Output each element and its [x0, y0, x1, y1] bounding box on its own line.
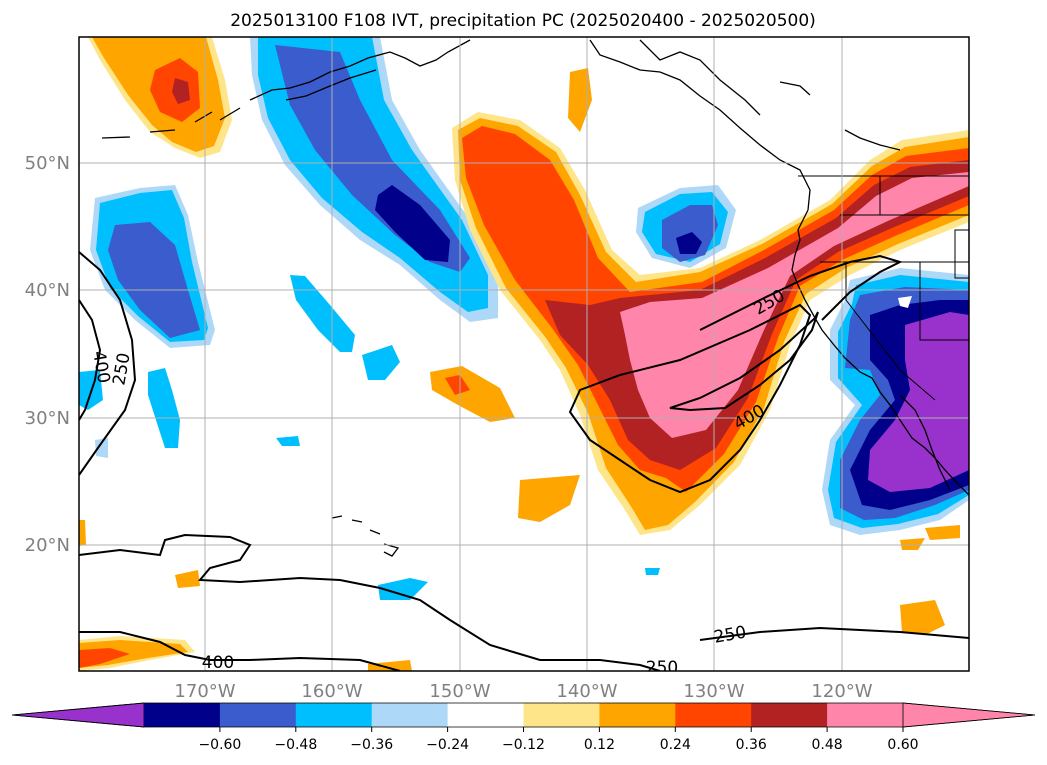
lat-label-20n: 20°N [25, 535, 70, 556]
colorbar-extend-high [902, 702, 1036, 728]
colorbar-extend-low [11, 702, 145, 728]
contour-label-400-south: 400 [202, 653, 234, 673]
colorbar-segment [751, 703, 828, 727]
colorbar-tick-label: −0.24 [426, 737, 469, 753]
colorbar-segment [371, 703, 449, 727]
small-positive-blob-7 [175, 570, 200, 588]
small-negative-blob-6 [95, 438, 108, 458]
colorbar-tick-label: −0.36 [350, 737, 393, 753]
colorbar-tick-label: −0.12 [502, 737, 545, 753]
small-positive-blob-5 [900, 538, 925, 550]
map-frame [78, 36, 970, 672]
colorbar-segment [599, 703, 676, 727]
small-positive-blob-8 [79, 520, 86, 546]
latitude-labels: 50°N 40°N 30°N 20°N [25, 153, 70, 556]
colorbar-segment [675, 703, 752, 727]
small-negative-blob-8 [645, 568, 660, 575]
gridlines [79, 37, 969, 671]
small-negative-blob-4 [362, 345, 400, 380]
contour-label-250-bottom: 250 [646, 658, 678, 678]
lon-label-140w: 140°W [556, 681, 617, 702]
northwest-negative-band [250, 37, 498, 322]
coastlines [101, 39, 969, 557]
small-positive-blob-6 [925, 525, 960, 540]
small-negative-blob-2 [148, 368, 180, 448]
map-area: 250 400 250 400 250 400 250 [79, 37, 969, 678]
political-borders [798, 175, 969, 401]
longitude-labels: 170°W 160°W 150°W 140°W 130°W 120°W [174, 681, 872, 702]
small-positive-blob-1 [568, 68, 592, 132]
colorbar-tick-label: 0.60 [887, 737, 918, 753]
west-negative-blob [90, 185, 215, 348]
small-positive-blob-9 [368, 660, 412, 671]
lon-label-150w: 150°W [429, 681, 490, 702]
figure-title: 2025013100 F108 IVT, precipitation PC (2… [230, 11, 816, 31]
colorbar-segment [523, 703, 600, 727]
small-positive-blob-3 [518, 475, 580, 522]
colorbar-tick-label: −0.48 [274, 737, 317, 753]
colorbar-segment [447, 703, 524, 727]
colorbar-tick-label: 0.48 [812, 737, 843, 753]
ivt-contours [79, 251, 969, 671]
lon-label-120w: 120°W [811, 681, 872, 702]
mid-pacific-negative-blob [636, 185, 736, 268]
colorbar-tick-label: 0.36 [736, 737, 767, 753]
alaska-positive-anomaly [88, 37, 232, 158]
colorbar-outline [11, 702, 1036, 728]
small-positive-blob-4 [900, 600, 945, 635]
lon-label-160w: 160°W [301, 681, 362, 702]
lon-label-170w: 170°W [174, 681, 235, 702]
lat-label-40n: 40°N [25, 280, 70, 301]
colorbar-segment [827, 703, 904, 727]
colorbar-segment [144, 703, 221, 727]
colorbar-tick-label: 0.24 [660, 737, 691, 753]
colorbar: −0.60 −0.48 −0.36 −0.24 −0.12 0.12 0.24 0.36 0.4… [11, 702, 1036, 753]
colorbar-segment [219, 703, 297, 727]
lat-label-30n: 30°N [25, 408, 70, 429]
colorbar-segment [295, 703, 373, 727]
lat-label-50n: 50°N [25, 153, 70, 174]
colorbar-tick-label: 0.12 [584, 737, 615, 753]
small-negative-blob-7 [378, 578, 428, 600]
small-negative-blob-3 [290, 275, 355, 352]
small-negative-blob-5 [276, 436, 300, 446]
colorbar-tick-label: −0.60 [198, 737, 241, 753]
lon-label-130w: 130°W [683, 681, 744, 702]
small-positive-blob-2-core [445, 375, 470, 395]
